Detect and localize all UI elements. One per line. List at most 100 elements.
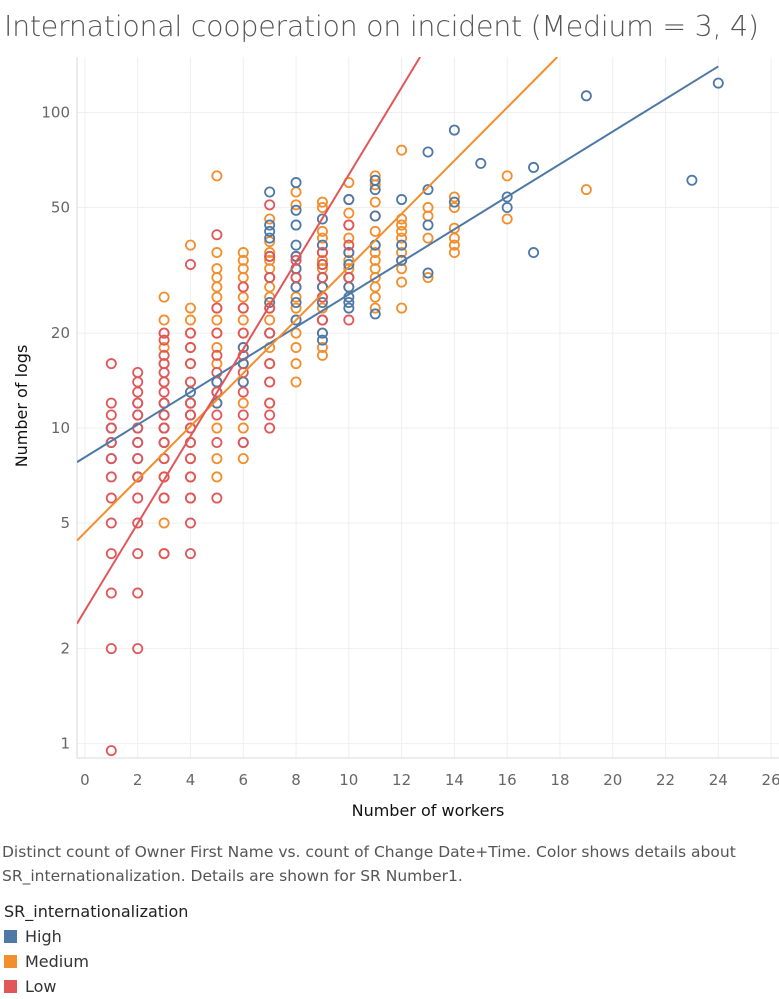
data-point bbox=[448, 239, 460, 251]
data-point bbox=[264, 232, 276, 244]
data-point bbox=[158, 367, 170, 379]
legend: SR_internationalization High Medium Low bbox=[4, 902, 188, 999]
data-point bbox=[396, 239, 408, 251]
data-point bbox=[316, 297, 328, 309]
data-point bbox=[211, 386, 223, 398]
data-point bbox=[580, 184, 592, 196]
data-point bbox=[211, 422, 223, 434]
y-tick-label: 50 bbox=[51, 199, 70, 217]
data-point bbox=[211, 170, 223, 182]
data-point bbox=[132, 397, 144, 409]
data-point bbox=[158, 436, 170, 448]
data-point bbox=[132, 436, 144, 448]
x-tick-label: 16 bbox=[498, 771, 517, 789]
trend-line-medium bbox=[77, 57, 559, 542]
chart-caption: Distinct count of Owner First Name vs. c… bbox=[2, 843, 736, 885]
data-point bbox=[422, 184, 434, 196]
data-point bbox=[237, 254, 249, 266]
data-point bbox=[184, 409, 196, 421]
data-point bbox=[264, 254, 276, 266]
data-point bbox=[158, 314, 170, 326]
data-point bbox=[211, 327, 223, 339]
data-point bbox=[316, 213, 328, 225]
y-tick-label: 10 bbox=[51, 419, 70, 437]
data-point bbox=[105, 422, 117, 434]
data-point bbox=[422, 146, 434, 158]
data-point bbox=[316, 349, 328, 361]
legend-title: SR_internationalization bbox=[4, 902, 189, 921]
data-point bbox=[448, 124, 460, 136]
data-point bbox=[369, 291, 381, 303]
legend-item-high[interactable]: High bbox=[4, 924, 188, 949]
x-tick-label: 12 bbox=[392, 771, 411, 789]
data-point bbox=[237, 342, 249, 354]
data-point bbox=[501, 191, 513, 203]
data-point bbox=[105, 471, 117, 483]
data-point bbox=[264, 409, 276, 421]
data-point bbox=[105, 643, 117, 655]
data-point bbox=[211, 229, 223, 241]
data-point bbox=[369, 225, 381, 237]
data-point bbox=[264, 376, 276, 388]
data-point bbox=[105, 492, 117, 504]
data-point bbox=[448, 196, 460, 208]
data-point bbox=[422, 219, 434, 231]
data-point bbox=[158, 342, 170, 354]
data-point bbox=[264, 213, 276, 225]
data-point bbox=[396, 225, 408, 237]
data-point bbox=[343, 194, 355, 206]
data-point bbox=[396, 276, 408, 288]
data-point bbox=[396, 302, 408, 314]
y-axis-label: Number of logs bbox=[12, 345, 31, 468]
data-point bbox=[580, 90, 592, 102]
data-point bbox=[264, 281, 276, 293]
data-point bbox=[316, 232, 328, 244]
data-point bbox=[158, 334, 170, 346]
data-point bbox=[184, 376, 196, 388]
data-point bbox=[369, 196, 381, 208]
data-point bbox=[211, 492, 223, 504]
data-point bbox=[132, 453, 144, 465]
data-point bbox=[158, 492, 170, 504]
data-point bbox=[290, 327, 302, 339]
data-point bbox=[369, 281, 381, 293]
data-point bbox=[369, 302, 381, 314]
y-tick-label: 1 bbox=[60, 735, 70, 753]
x-tick-label: 24 bbox=[709, 771, 728, 789]
data-point bbox=[264, 236, 276, 248]
data-point bbox=[237, 436, 249, 448]
data-point bbox=[290, 219, 302, 231]
data-point bbox=[316, 247, 328, 259]
legend-item-low[interactable]: Low bbox=[4, 974, 188, 999]
trend-lines bbox=[77, 57, 719, 625]
data-point bbox=[369, 254, 381, 266]
data-point bbox=[316, 314, 328, 326]
y-tick-label: 20 bbox=[51, 324, 70, 342]
data-point bbox=[158, 548, 170, 560]
data-point bbox=[264, 219, 276, 231]
data-point bbox=[501, 213, 513, 225]
data-point bbox=[343, 219, 355, 231]
data-point bbox=[264, 250, 276, 262]
data-point bbox=[343, 272, 355, 284]
data-point bbox=[105, 397, 117, 409]
x-tick-label: 20 bbox=[603, 771, 622, 789]
data-point bbox=[211, 349, 223, 361]
data-point bbox=[316, 196, 328, 208]
legend-item-medium[interactable]: Medium bbox=[4, 949, 188, 974]
data-point bbox=[290, 254, 302, 266]
data-point bbox=[264, 272, 276, 284]
data-point bbox=[396, 232, 408, 244]
legend-label: High bbox=[25, 927, 62, 946]
data-point bbox=[316, 258, 328, 270]
data-point bbox=[132, 471, 144, 483]
x-tick-label: 22 bbox=[656, 771, 675, 789]
data-point bbox=[211, 302, 223, 314]
data-point bbox=[132, 409, 144, 421]
data-point bbox=[396, 219, 408, 231]
data-point bbox=[264, 225, 276, 237]
data-point bbox=[184, 471, 196, 483]
data-point bbox=[211, 314, 223, 326]
data-point bbox=[105, 517, 117, 529]
